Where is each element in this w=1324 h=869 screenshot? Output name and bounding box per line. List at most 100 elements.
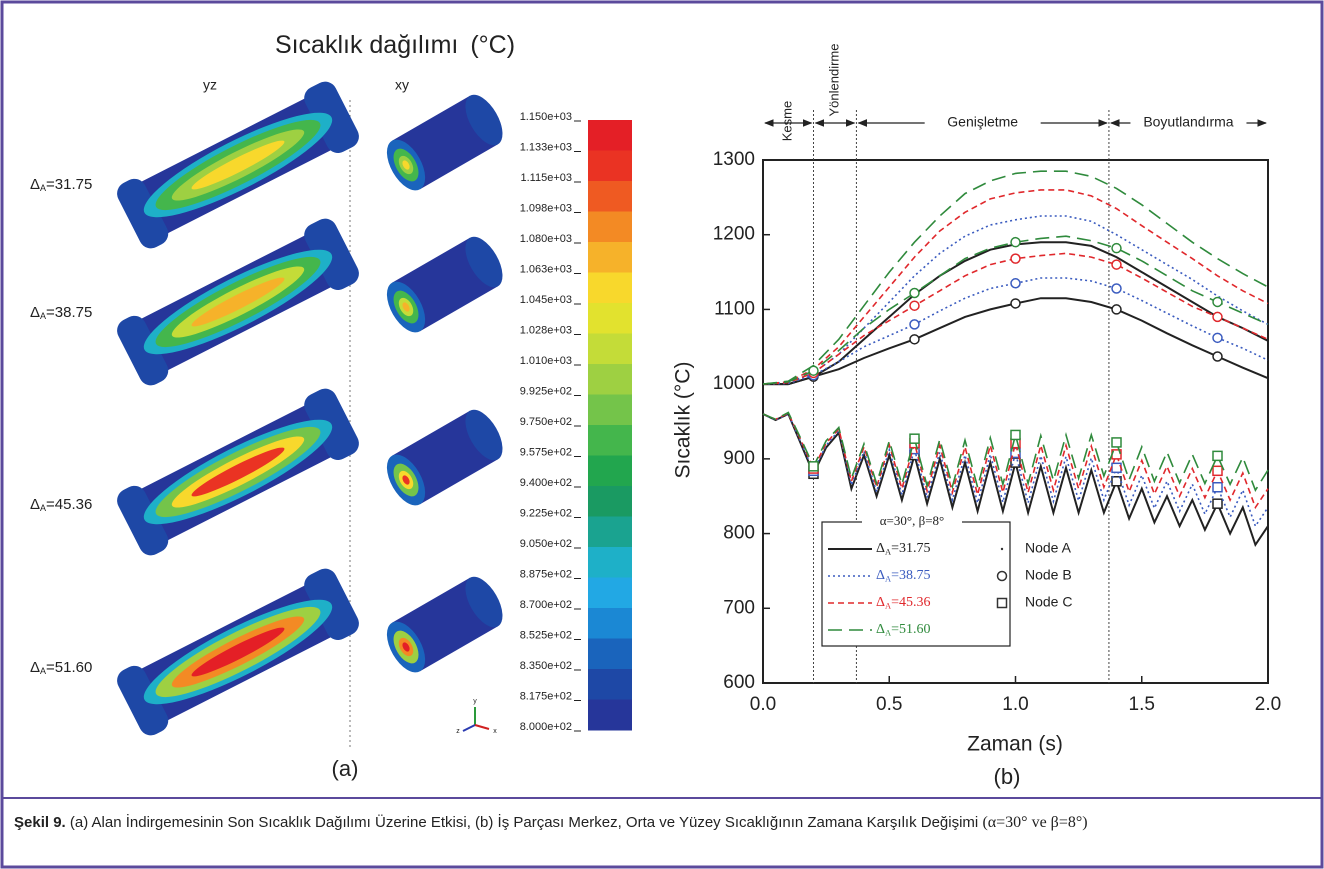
heat-zone [191,627,285,677]
marker-square [1010,429,1021,441]
colorbar-label: 1.150e+03 [520,111,572,123]
marker-square [1212,465,1223,477]
section [402,160,410,170]
delta-value: =45.36 [46,496,92,513]
colorbar-band [588,333,632,365]
x-tick-label: 0.5 [876,694,902,715]
colorbar-label: 1.115e+03 [521,172,573,184]
delta-subscript: A [885,628,891,637]
colorbar-label: 8.700e+02 [520,599,572,611]
colorbar-label: 1.045e+03 [520,294,572,306]
colorbar-band [588,181,632,212]
colorbar-label: 1.028e+03 [520,324,572,336]
triad-label: z [456,728,460,735]
cylinder-shoulder [304,568,359,640]
series-line [762,411,1269,492]
marker-dot [1000,547,1004,551]
marker-circle [909,300,920,311]
colorbar-band [588,425,632,456]
delta-subscript: A [885,574,891,583]
delta-value: =31.75 [46,176,92,193]
series-line [762,170,1269,385]
y-tick-label: 700 [723,597,755,618]
delta-subscript: A [40,183,46,193]
delta-subscript: A [40,666,46,676]
column-label: yz [203,77,217,93]
delta-symbol: Δ [876,622,885,637]
legend-box [821,521,1011,647]
section [402,642,410,652]
heat-zone [191,140,285,190]
delta-symbol: Δ [30,659,40,676]
marker-circle [1010,278,1021,289]
marker-square [1111,437,1122,448]
colorbar-band [588,242,632,273]
marker-square [1212,498,1223,509]
colorbar-label: 1.133e+03 [520,141,572,153]
cylinder-end [465,576,503,628]
colorbar-band [588,608,632,639]
colorbar-label: 1.098e+03 [520,202,572,214]
triad-axis [474,724,490,730]
marker-circle [1212,351,1223,362]
colorbar-label: 8.875e+02 [520,568,572,580]
delta-symbol: Δ [876,541,885,556]
panel-caption: (a) [332,756,359,781]
delta-value: =45.36 [891,595,930,610]
legend-title-bg [862,514,962,530]
series-line [762,252,1269,385]
delta-subscript: A [40,311,46,321]
marker-square [1111,462,1122,474]
cylinder-end [465,236,503,288]
section [402,475,410,485]
delta-subscript: A [40,503,46,513]
marker-circle [996,570,1008,582]
marker-circle [1010,236,1021,248]
delta-label: ΔA=38.75 [876,568,930,583]
colorbar-band [588,699,632,731]
cylinder-xy [386,409,503,506]
cylinder-shoulder [117,178,169,249]
cylinder-xy [386,94,503,191]
cylinder-shoulder [117,665,169,736]
legend: α=30°, β=8°ΔA=31.75ΔA=38.75ΔA=45.36ΔA=51… [821,513,1072,647]
triad-label: y [473,698,477,705]
cylinder-end [465,94,503,146]
colorbar-band [588,516,632,548]
cylinder-shoulder [304,218,359,290]
colorbar-label: 9.750e+02 [520,416,572,428]
cylinder-shoulder [117,485,169,556]
panel-a-title: Sıcaklık dağılımı (°C) [275,31,515,59]
delta-symbol: Δ [30,176,40,193]
colorbar-band [588,455,632,487]
marker-circle [909,334,920,345]
colorbar-band [588,150,632,182]
delta-label: ΔA=45.36 [876,595,930,610]
cylinder-xy [386,236,503,333]
cylinder-shoulder [117,315,169,386]
series-line [762,277,1269,385]
marker-circle [808,365,819,376]
delta-symbol: Δ [876,568,885,583]
cylinder-yz [117,81,359,249]
heat-zone [191,277,285,327]
marker-square [1212,450,1223,462]
phase-label-bg [1130,114,1247,132]
y-tick-label: 1300 [713,149,755,170]
colorbar-label: 8.175e+02 [520,690,572,702]
axis-triad: y z x [456,698,497,735]
colorbar-band [588,364,632,395]
colorbar-label: 9.575e+02 [520,446,572,458]
series-line [762,215,1269,385]
cylinder-shoulder [304,388,359,460]
delta-symbol: Δ [876,595,885,610]
delta-label: ΔA=38.75 [30,304,92,321]
phase-label-bg [924,114,1041,132]
colorbar-band [588,303,632,334]
colorbar-band [588,211,632,243]
delta-value: =51.60 [46,659,92,676]
colorbar-band [588,577,632,609]
marker-circle [909,287,920,299]
